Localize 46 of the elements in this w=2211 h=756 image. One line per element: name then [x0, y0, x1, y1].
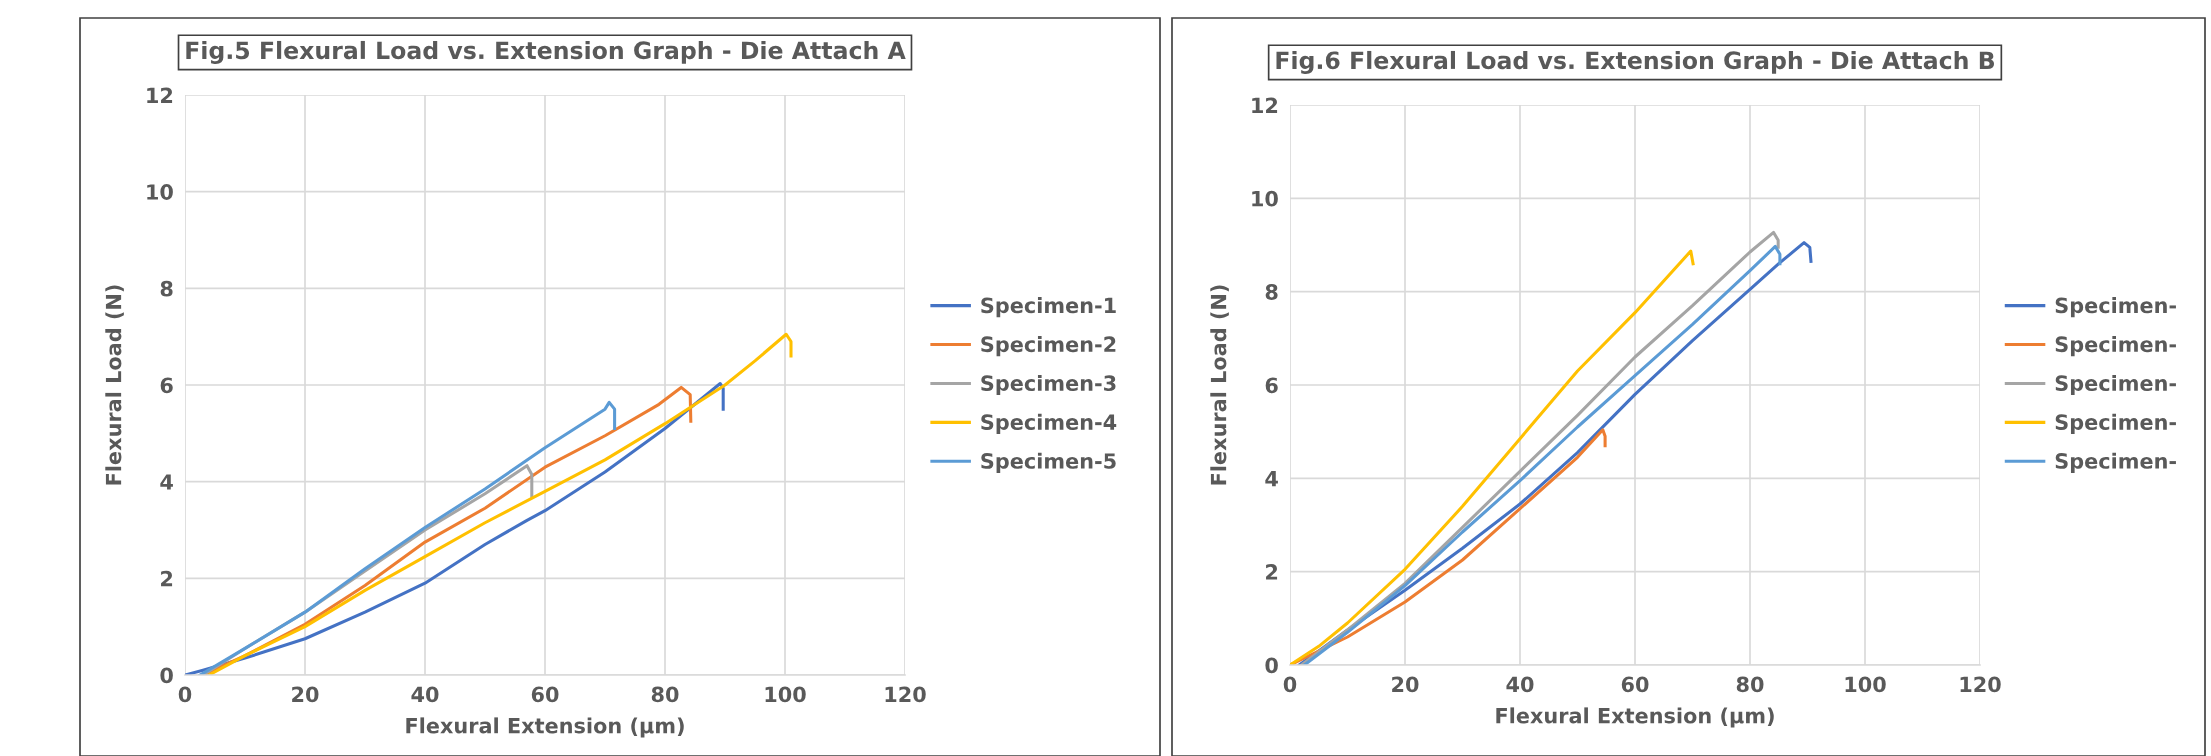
line-series: [198, 400, 617, 675]
y-tick-label: 4: [160, 474, 173, 490]
y-tick-label: 0: [1265, 657, 1278, 674]
legend-label: Specimen-4: [981, 413, 1117, 434]
x-tick-label: 100: [765, 686, 806, 703]
x-tick-label: 0: [178, 686, 192, 703]
x-tick-label: 120: [885, 686, 926, 703]
legend-label: Specimen-: [2055, 452, 2176, 473]
x-tick-label: 60: [1621, 676, 1649, 693]
x-tick-label: 80: [651, 686, 679, 703]
y-tick-label: 8: [1265, 284, 1278, 300]
y-tick-label: 2: [161, 570, 173, 587]
legend-label: Specimen-1: [981, 297, 1116, 318]
line-series: [1290, 249, 1695, 665]
y-tick-label: 6: [160, 377, 173, 394]
chart-title: Fig.5 Flexural Load vs. Extension Graph - Die Attach A: [186, 40, 906, 64]
x-tick-label: 60: [531, 686, 559, 703]
y-tick-label: 6: [1265, 377, 1278, 394]
legend-label: Specimen-: [2055, 413, 2176, 434]
x-axis-title: Flexural Extension (µm): [406, 717, 684, 738]
x-tick-label: 20: [292, 686, 319, 703]
y-tick-label: 10: [1252, 190, 1278, 207]
y-tick-label: 4: [1265, 471, 1278, 487]
y-tick-label: 10: [147, 184, 173, 200]
legend-label: Specimen-2: [981, 336, 1116, 357]
x-axis-title: Flexural Extension (µm): [1496, 707, 1774, 728]
y-tick-label: 2: [1266, 564, 1278, 580]
x-tick-label: 80: [1736, 676, 1764, 693]
y-axis-title: Flexural Load (N): [1210, 285, 1229, 485]
legend-label: Specimen-: [2055, 297, 2176, 318]
y-tick-label: 12: [1252, 97, 1278, 113]
y-axis-title: Flexural Load (N): [105, 285, 124, 485]
legend-label: Specimen-: [2055, 336, 2176, 357]
legend-label: Specimen-5: [981, 452, 1116, 473]
x-tick-label: 120: [1960, 676, 2001, 693]
x-tick-label: 0: [1283, 676, 1297, 693]
x-tick-label: 20: [1392, 676, 1419, 693]
legend-label: Specimen-3: [981, 374, 1116, 396]
y-tick-label: 12: [147, 87, 173, 103]
line-series: [207, 332, 793, 675]
legend-label: Specimen-: [2055, 374, 2176, 396]
x-tick-label: 40: [1506, 676, 1534, 693]
x-tick-label: 100: [1845, 676, 1886, 693]
chart-title: Fig.6 Flexural Load vs. Extension Graph - Die Attach B: [1276, 50, 1995, 74]
y-tick-label: 8: [160, 280, 173, 297]
x-tick-label: 40: [411, 686, 439, 703]
